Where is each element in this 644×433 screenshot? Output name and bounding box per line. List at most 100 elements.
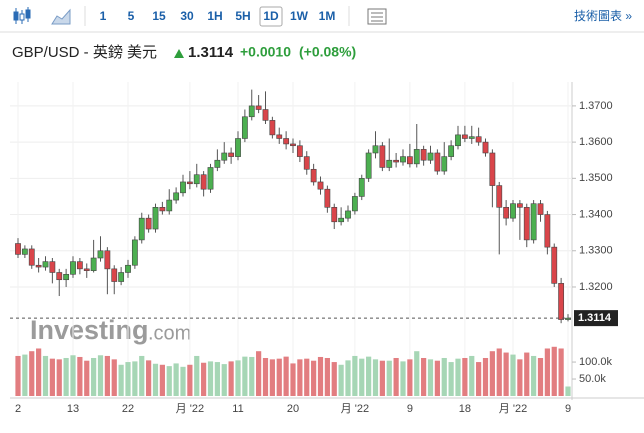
volume-bar xyxy=(421,357,427,396)
candle-body xyxy=(97,250,104,259)
volume-bar xyxy=(345,360,351,396)
interval-button[interactable]: 5 xyxy=(128,9,135,23)
settings-icon[interactable] xyxy=(367,8,387,25)
candle-body xyxy=(125,264,131,273)
y-tick-label: 1.3400 xyxy=(579,208,613,220)
volume-bar xyxy=(221,364,227,396)
y-tick-label: 1.3700 xyxy=(579,100,613,112)
volume-bar xyxy=(42,355,49,396)
candle-body xyxy=(523,207,530,241)
candle-body xyxy=(221,152,228,161)
volume-bar xyxy=(462,357,468,396)
candle-body xyxy=(303,156,310,170)
interval-button[interactable]: 1 xyxy=(100,9,107,23)
candle-body xyxy=(269,120,276,136)
candle-body xyxy=(331,207,338,223)
volume-bar xyxy=(297,359,303,396)
volume-bar xyxy=(441,357,447,396)
candle-body xyxy=(145,217,152,230)
candle-icon[interactable] xyxy=(13,7,31,24)
watermark: Investing xyxy=(30,315,149,345)
volume-bar xyxy=(235,360,241,396)
candle-body xyxy=(180,181,186,194)
volume-tick-label: 100.0k xyxy=(579,356,613,368)
candle-body xyxy=(104,250,111,270)
candle-body xyxy=(207,167,214,190)
change: +0.0010 xyxy=(240,44,291,60)
candle-body xyxy=(516,203,523,208)
candle-body xyxy=(482,141,489,154)
volume-bar xyxy=(228,361,234,396)
interval-button[interactable]: 1M xyxy=(319,9,336,23)
volume-bar xyxy=(510,354,516,396)
candle-body xyxy=(365,152,372,179)
volume-bar xyxy=(63,357,69,396)
interval-button[interactable]: 1H xyxy=(207,9,222,23)
volume-bar xyxy=(427,359,434,396)
candle-body xyxy=(90,257,97,271)
area-icon[interactable] xyxy=(51,8,71,25)
volume-bar xyxy=(70,355,76,396)
x-tick-label: 11 xyxy=(232,403,243,415)
volume-bar xyxy=(242,356,248,396)
volume-bar xyxy=(304,358,310,396)
candle-body xyxy=(358,178,365,197)
candle-body xyxy=(427,152,434,161)
interval-button[interactable]: 30 xyxy=(180,9,194,23)
candle-body xyxy=(193,174,200,185)
watermark: .com xyxy=(148,322,191,344)
candle-body xyxy=(63,273,70,281)
volume-bar xyxy=(503,352,509,396)
x-tick-label: 22 xyxy=(122,403,134,415)
volume-bar xyxy=(414,351,420,396)
candle-body xyxy=(345,210,351,219)
interval-button[interactable]: 1W xyxy=(290,9,309,23)
candle-body xyxy=(537,203,544,215)
candle-body xyxy=(21,248,28,255)
candle-body xyxy=(15,243,21,255)
volume-bar xyxy=(317,356,324,396)
candle-body xyxy=(434,152,441,172)
candle-body xyxy=(530,203,537,241)
volume-bar xyxy=(22,354,28,396)
candle-body xyxy=(56,272,63,281)
candle-body xyxy=(70,261,76,275)
change-percent: (+0.08%) xyxy=(299,44,356,60)
candle-body xyxy=(317,181,324,190)
interval-button[interactable]: 15 xyxy=(152,9,166,23)
candle-body xyxy=(338,217,345,223)
volume-bar xyxy=(482,357,489,396)
volume-bar xyxy=(386,360,392,396)
candle-body xyxy=(324,188,331,208)
volume-bar xyxy=(269,359,275,396)
volume-bar xyxy=(111,359,117,396)
candle-body xyxy=(235,138,241,157)
volume-bar xyxy=(311,360,317,396)
candle-body xyxy=(255,105,262,110)
symbol: GBP/USD - 英鎊 美元 xyxy=(12,43,157,61)
volume-bar xyxy=(393,357,399,396)
volume-bar xyxy=(379,360,385,396)
candle-body xyxy=(131,239,138,266)
interval-button[interactable]: 1D xyxy=(263,9,279,23)
volume-bar xyxy=(139,355,145,396)
volume-bar xyxy=(338,364,344,396)
volume-bar xyxy=(36,348,42,396)
volume-bar xyxy=(290,363,296,396)
technical-chart-link[interactable]: 技術圖表 » xyxy=(574,9,632,23)
candle-body xyxy=(49,261,56,273)
candle-body xyxy=(551,246,558,284)
interval-button[interactable]: 5H xyxy=(235,9,250,23)
candle-body xyxy=(406,156,413,165)
candle-body xyxy=(386,159,393,168)
candle-body xyxy=(393,159,400,163)
volume-bar xyxy=(180,366,186,396)
x-tick-label: 9 xyxy=(407,403,413,415)
volume-bar xyxy=(214,362,220,396)
volume-bar xyxy=(469,355,475,396)
y-tick-label: 1.3300 xyxy=(579,245,613,257)
volume-bar xyxy=(194,355,200,396)
volume-bar xyxy=(359,358,365,396)
x-tick-label: 9 xyxy=(565,403,571,415)
